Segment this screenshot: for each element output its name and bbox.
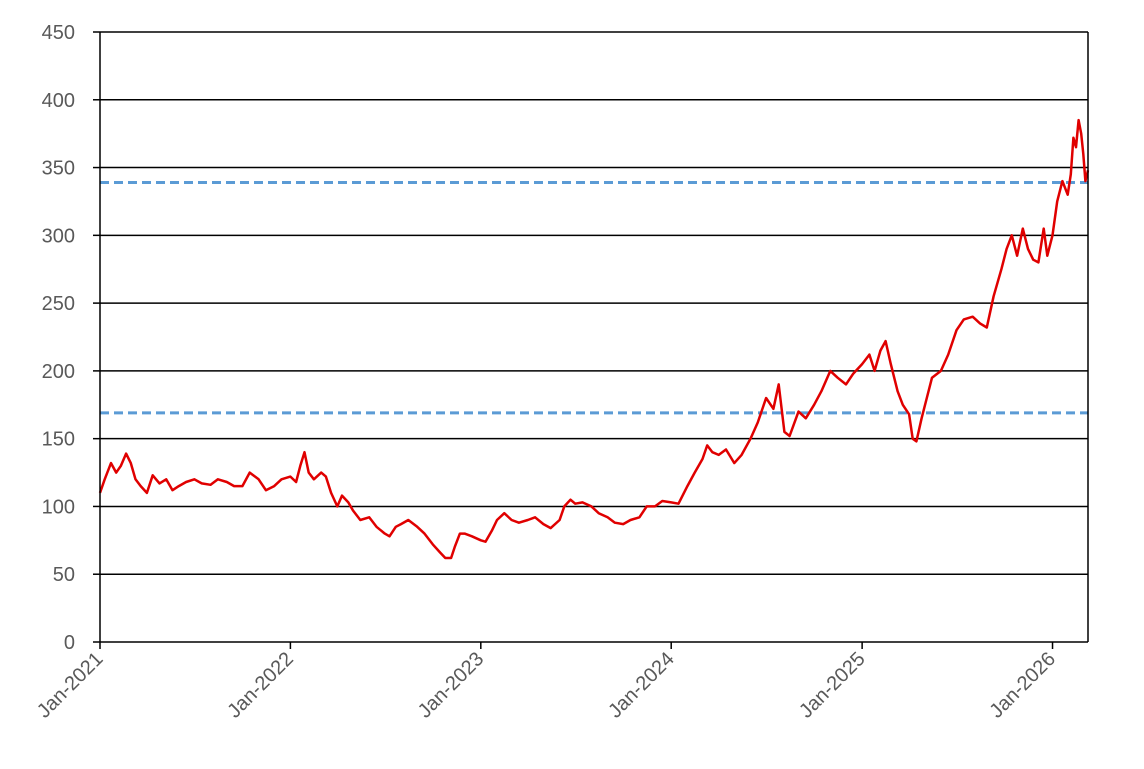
y-axis-tick-labels: 0 50 100 150 200 250 300 350 400 450 — [42, 22, 75, 654]
reference-lines — [100, 180, 1088, 415]
series-line-0 — [98, 118, 1090, 560]
series-layer — [98, 118, 1090, 560]
y-tick-label: 0 — [64, 632, 75, 654]
y-tick-label: 250 — [42, 293, 75, 315]
axes — [93, 31, 1089, 649]
gridlines — [100, 31, 1088, 575]
y-tick-label: 200 — [42, 361, 75, 383]
y-tick-label: 300 — [42, 225, 75, 247]
y-tick-label: 150 — [42, 429, 75, 451]
y-tick-label: 100 — [42, 496, 75, 518]
y-tick-label: 450 — [42, 22, 75, 44]
y-tick-label: 50 — [53, 564, 75, 586]
y-tick-label: 400 — [42, 90, 75, 112]
y-tick-label: 350 — [42, 158, 75, 180]
